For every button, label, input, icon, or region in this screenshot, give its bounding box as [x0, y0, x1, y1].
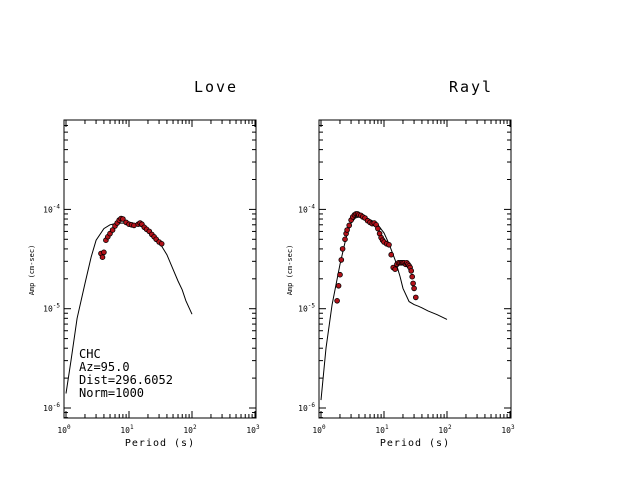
rayl-y-tick-label-2: 10-4	[298, 203, 315, 214]
love-data-point-1	[99, 254, 106, 261]
love-data-point-11	[120, 216, 126, 222]
rayl-data-point-29	[386, 242, 392, 248]
love-panel: Love 10-6 10-5 10-4 100 101 102 103 Period (s…	[28, 78, 260, 449]
rayl-data-point-7	[344, 227, 350, 233]
love-y-tick-labels: 10-6 10-5 10-4	[43, 203, 60, 413]
love-x-tick-label-2: 102	[183, 424, 197, 435]
station-azimuth: Az=95.0	[79, 360, 130, 374]
rayl-x-tick-label-0: 100	[312, 424, 326, 435]
rayl-data-point-1	[335, 282, 342, 289]
rayl-title: Rayl	[449, 78, 493, 96]
rayl-data-point-48	[412, 294, 419, 301]
rayl-data-point-47	[411, 285, 417, 292]
rayl-axis-ticks	[319, 120, 511, 419]
rayl-data-point-3	[338, 257, 345, 263]
station-code: CHC	[79, 347, 101, 361]
rayl-y-tick-label-0: 10-6	[298, 402, 315, 413]
rayl-data-point-4	[339, 246, 346, 252]
station-distance: Dist=296.6052	[79, 373, 173, 387]
station-info-block: CHC Az=95.0 Dist=296.6052 Norm=1000	[79, 347, 173, 400]
rayl-data-point-5	[342, 236, 348, 243]
rayl-data-point-23	[375, 225, 381, 232]
love-data-point-2	[101, 249, 107, 256]
love-y-tick-label-2: 10-4	[43, 203, 60, 214]
love-data-point-6	[109, 227, 116, 233]
rayl-plot-frame	[318, 119, 512, 419]
love-y-tick-label-1: 10-5	[43, 303, 60, 314]
rayl-panel: Rayl 10-6 10-5 10-4 100 101 102 103 Period (s…	[286, 78, 515, 449]
rayl-y-axis-label: Amp (cm-sec)	[286, 245, 294, 296]
rayl-data-point-44	[408, 268, 415, 274]
love-data-area	[65, 215, 193, 394]
love-x-tick-label-1: 101	[120, 424, 134, 435]
love-axis-ticks	[64, 120, 256, 419]
rayl-data-area	[320, 211, 448, 401]
rayl-data-point-32	[392, 266, 398, 273]
rayl-y-tick-label-1: 10-5	[298, 303, 315, 314]
station-norm: Norm=1000	[79, 386, 144, 400]
love-x-axis-label: Period (s)	[125, 438, 195, 449]
rayl-x-tick-labels: 100 101 102 103	[312, 424, 515, 435]
rayl-x-tick-label-3: 103	[501, 424, 515, 435]
love-plot-frame	[63, 119, 257, 419]
love-x-tick-label-3: 103	[246, 424, 260, 435]
love-data-point-26	[158, 241, 165, 247]
rayl-x-tick-label-1: 101	[375, 424, 389, 435]
rayl-data-point-8	[346, 222, 353, 229]
love-x-tick-labels: 100 101 102 103	[57, 424, 260, 435]
rayl-data-point-0	[334, 297, 340, 304]
rayl-data-point-45	[409, 273, 416, 280]
love-y-axis-label: Amp (cm-sec)	[28, 245, 36, 296]
rayl-x-axis-label: Period (s)	[380, 438, 450, 449]
rayl-y-tick-labels: 10-6 10-5 10-4	[298, 203, 315, 413]
love-x-tick-label-0: 100	[57, 424, 71, 435]
rayl-x-tick-label-2: 102	[438, 424, 452, 435]
love-title: Love	[194, 78, 238, 96]
rayl-data-point-2	[337, 271, 343, 278]
rayl-data-point-30	[388, 251, 395, 258]
love-y-tick-label-0: 10-6	[43, 402, 60, 413]
rayl-data-point-46	[410, 280, 416, 287]
